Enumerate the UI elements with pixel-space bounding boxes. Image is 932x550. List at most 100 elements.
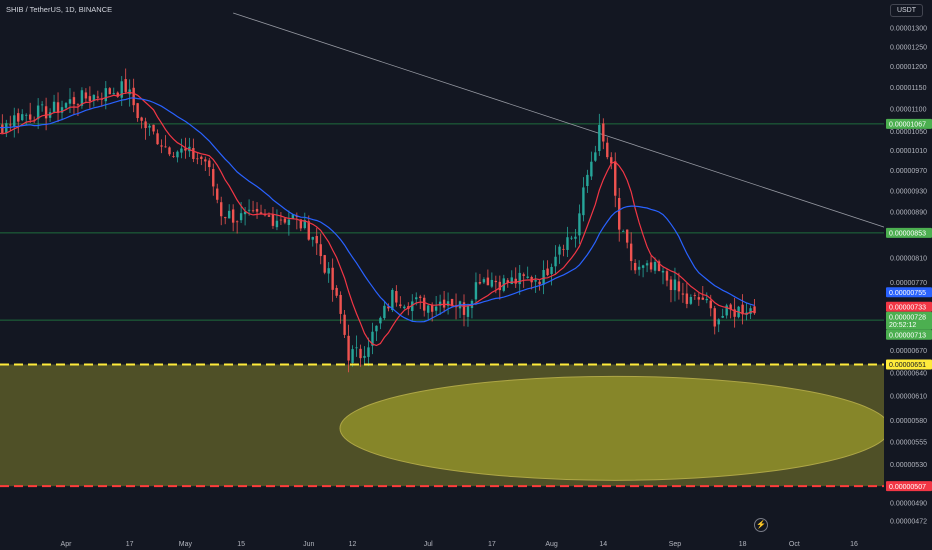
candle-body <box>637 266 641 270</box>
candle-body <box>132 87 135 106</box>
candle-body <box>610 157 613 164</box>
candle-body <box>669 279 673 291</box>
price-tag-label: 0.00000507 <box>889 484 926 491</box>
candle-body <box>570 237 573 239</box>
candle-body <box>120 81 123 98</box>
candle-body <box>446 301 450 306</box>
y-tick-label: 0.00000530 <box>890 462 927 469</box>
price-tag-label: 0.00000713 <box>889 332 926 339</box>
y-tick-label: 0.00000555 <box>890 440 927 447</box>
x-tick-label: Sep <box>669 541 682 548</box>
candle-body <box>112 93 115 95</box>
candle-body <box>518 272 521 285</box>
candle-body <box>462 302 466 315</box>
candle-body <box>546 268 549 276</box>
candle-body <box>172 156 175 157</box>
candle-body <box>426 305 430 313</box>
x-tick-label: 14 <box>599 541 607 548</box>
candle-body <box>208 160 211 168</box>
candle-body <box>434 306 438 311</box>
x-tick-label: 12 <box>349 541 357 548</box>
candle-body <box>641 265 645 268</box>
candle-body <box>645 263 649 266</box>
candle-body <box>486 277 490 286</box>
candle-body <box>534 280 537 282</box>
candle-body <box>622 231 625 232</box>
candle-body <box>136 103 139 119</box>
candle-body <box>733 309 736 317</box>
candle-body <box>717 319 720 325</box>
candle-body <box>578 213 581 236</box>
candle-body <box>395 291 398 303</box>
candle-body <box>176 151 179 158</box>
candle-body <box>9 124 12 126</box>
y-tick-label: 0.00001010 <box>890 148 927 155</box>
candle-body <box>72 97 76 105</box>
candle-body <box>586 174 589 186</box>
candle-body <box>335 287 338 296</box>
x-tick-label: Jun <box>303 541 314 548</box>
x-tick-label: Aug <box>545 541 558 548</box>
currency-button[interactable]: USDT <box>889 4 923 17</box>
candle-body <box>60 107 64 113</box>
y-tick-label: 0.00001150 <box>890 85 927 92</box>
candle-body <box>574 236 577 239</box>
candle-body <box>231 209 235 223</box>
candle-body <box>323 255 326 273</box>
candle-body <box>741 304 744 315</box>
candle-body <box>514 278 517 284</box>
y-tick-label: 0.00001250 <box>890 44 927 51</box>
candle-body <box>156 133 159 145</box>
candle-body <box>140 117 143 121</box>
y-tick-label: 0.00001050 <box>890 129 927 136</box>
candle-body <box>351 349 354 363</box>
candle-body <box>665 271 669 281</box>
candle-body <box>391 289 394 310</box>
price-tag-label: 0.00000728 <box>889 314 926 321</box>
candle-body <box>68 99 72 104</box>
candle-body <box>40 104 44 106</box>
candle-body <box>506 280 509 283</box>
candle-body <box>28 114 32 120</box>
candle-body <box>21 114 24 121</box>
candle-body <box>1 124 4 134</box>
candle-body <box>526 276 529 278</box>
price-tag-countdown: 20:52:12 <box>889 322 916 329</box>
candle-body <box>379 317 382 324</box>
lightning-icon[interactable]: ⚡ <box>754 518 768 532</box>
candle-body <box>196 158 199 160</box>
y-tick-label: 0.00000472 <box>890 519 927 526</box>
candle-body <box>614 161 617 196</box>
candle-body <box>271 214 275 226</box>
y-tick-label: 0.00001300 <box>890 25 927 32</box>
candle-body <box>367 347 370 357</box>
candle-body <box>303 220 306 229</box>
candle-body <box>677 281 681 292</box>
price-tag-label: 0.00000853 <box>889 230 926 237</box>
candle-body <box>17 113 20 122</box>
candle-body <box>212 169 215 187</box>
candle-body <box>76 104 80 106</box>
candle-body <box>403 306 406 309</box>
candle-body <box>283 218 287 223</box>
candle-body <box>633 262 637 271</box>
candle-body <box>494 280 498 283</box>
candle-body <box>411 301 414 312</box>
y-tick-label: 0.00000490 <box>890 500 927 507</box>
candle-body <box>709 300 712 309</box>
candle-body <box>315 236 318 244</box>
candle-body <box>383 305 386 319</box>
candle-body <box>359 348 362 359</box>
candle-body <box>542 269 545 285</box>
candle-body <box>602 123 605 142</box>
y-tick-label: 0.00000770 <box>890 280 927 287</box>
candle-body <box>239 213 243 221</box>
candle-body <box>108 88 111 95</box>
candle-body <box>438 301 442 306</box>
x-tick-label: 17 <box>488 541 496 548</box>
y-tick-label: 0.00000890 <box>890 210 927 217</box>
candle-body <box>204 159 207 162</box>
candle-body <box>224 217 227 219</box>
